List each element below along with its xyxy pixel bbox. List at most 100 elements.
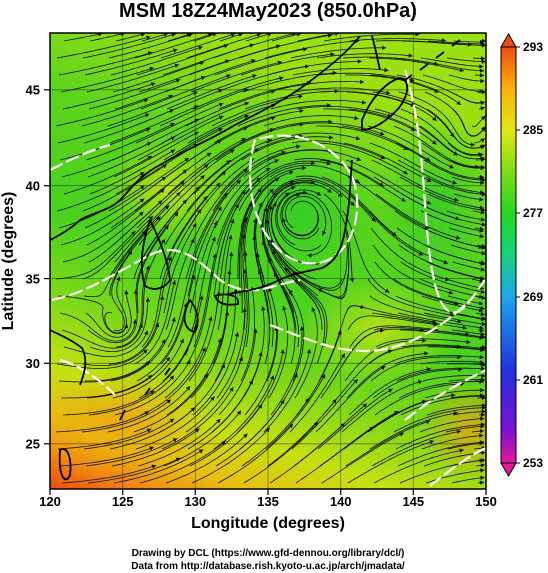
streamline-arrowhead — [241, 138, 246, 142]
streamline-arrowhead — [218, 128, 223, 133]
streamline — [425, 469, 485, 484]
streamline-arrowhead — [268, 257, 273, 263]
streamline-arrowhead — [193, 105, 199, 110]
streamline-arrowhead — [143, 349, 148, 354]
streamline-arrowhead — [256, 177, 261, 182]
streamline-arrowhead — [380, 366, 386, 370]
streamline-arrowhead — [139, 211, 144, 217]
streamline-arrowhead — [197, 209, 202, 214]
streamline — [276, 189, 322, 246]
streamline — [450, 395, 484, 399]
streamline — [348, 368, 432, 416]
streamline-arrowhead — [169, 418, 175, 423]
streamline — [395, 295, 486, 320]
streamline-arrowhead — [457, 319, 462, 324]
streamline — [134, 280, 176, 365]
streamline-arrowhead — [206, 152, 212, 157]
streamline — [187, 104, 276, 144]
streamline — [368, 210, 449, 264]
streamline — [419, 125, 485, 160]
streamline — [297, 33, 340, 42]
streamline-arrowhead — [269, 128, 275, 133]
streamline — [135, 211, 179, 296]
streamline — [89, 33, 126, 42]
streamline-arrowhead — [242, 269, 248, 274]
streamline — [273, 272, 296, 365]
streamline-arrowhead — [481, 366, 486, 371]
streamline-arrowhead — [481, 126, 486, 131]
streamline-arrowhead — [244, 114, 249, 119]
streamline-arrowhead — [160, 188, 165, 194]
streamline — [452, 411, 486, 416]
y-tick-label: 35 — [26, 271, 40, 286]
streamline — [159, 88, 249, 127]
streamline-arrowhead — [480, 311, 485, 317]
china-east-coast — [50, 329, 87, 386]
streamline-arrowhead — [225, 59, 230, 64]
streamline-arrowhead — [465, 332, 470, 337]
streamline — [423, 159, 486, 181]
streamline — [425, 176, 486, 195]
streamline — [347, 315, 438, 331]
streamline — [296, 106, 392, 118]
streamline-arrowhead — [422, 338, 427, 343]
colorbar-tick-label: 285 — [523, 123, 543, 137]
streamline-arrowhead — [470, 142, 475, 147]
streamline — [322, 108, 416, 132]
streamline — [139, 440, 226, 484]
streamline — [270, 239, 343, 289]
streamline — [374, 108, 459, 156]
streamline-arrowhead — [226, 74, 231, 79]
streamline-arrowhead — [258, 202, 263, 207]
streamline — [108, 33, 193, 59]
streamline-arrowhead — [379, 328, 385, 333]
streamline — [85, 122, 175, 161]
streamline-arrowhead — [179, 338, 184, 344]
streamline — [82, 33, 177, 59]
streamline-arrowhead — [191, 275, 196, 280]
streamline-arrowhead — [409, 77, 415, 82]
streamline-arrowhead — [433, 322, 438, 327]
streamline-arrowhead — [480, 78, 485, 84]
streamline — [85, 290, 132, 338]
streamline-arrowhead — [451, 393, 456, 398]
streamline-arrowhead — [480, 100, 485, 105]
streamline — [270, 186, 298, 263]
streamline — [114, 191, 181, 263]
streamline — [424, 389, 485, 399]
streamline-arrowhead — [218, 115, 224, 120]
streamline-arrowhead — [204, 164, 209, 169]
streamline-arrowhead — [273, 272, 278, 278]
streamline — [82, 322, 159, 366]
streamline-arrowhead — [218, 102, 224, 107]
colorbar-tick-label: 253 — [523, 456, 543, 470]
streamline — [164, 170, 227, 246]
streamline — [288, 289, 305, 382]
streamline — [370, 74, 462, 106]
streamline-arrowhead — [226, 160, 231, 165]
streamline — [395, 142, 484, 180]
streamline — [111, 250, 133, 332]
streamline-arrowhead — [481, 177, 486, 183]
streamline-arrowhead — [355, 136, 361, 141]
streamline-arrowhead — [480, 331, 485, 337]
streamline-arrowhead — [481, 405, 486, 410]
streamline-arrowhead — [426, 178, 432, 182]
streamline — [453, 193, 484, 201]
streamline — [421, 142, 485, 169]
streamline — [55, 230, 136, 280]
streamline — [422, 227, 486, 249]
streamline-arrowhead — [459, 68, 464, 73]
streamline-arrowhead — [284, 267, 290, 272]
credit-data: Data from http://database.rish.kyoto-u.a… — [131, 561, 405, 572]
streamline-arrowhead — [139, 172, 145, 176]
streamline-arrowhead — [256, 33, 262, 37]
y-tick-label: 40 — [26, 178, 40, 193]
streamline — [185, 192, 228, 280]
streamline-arrowhead — [466, 339, 471, 345]
x-axis: 120 125 130 135 140 145 150 Longitude (d… — [39, 489, 497, 532]
streamline — [112, 338, 184, 399]
streamline — [166, 182, 221, 263]
streamline — [261, 223, 295, 314]
streamline-arrowhead — [479, 360, 484, 365]
